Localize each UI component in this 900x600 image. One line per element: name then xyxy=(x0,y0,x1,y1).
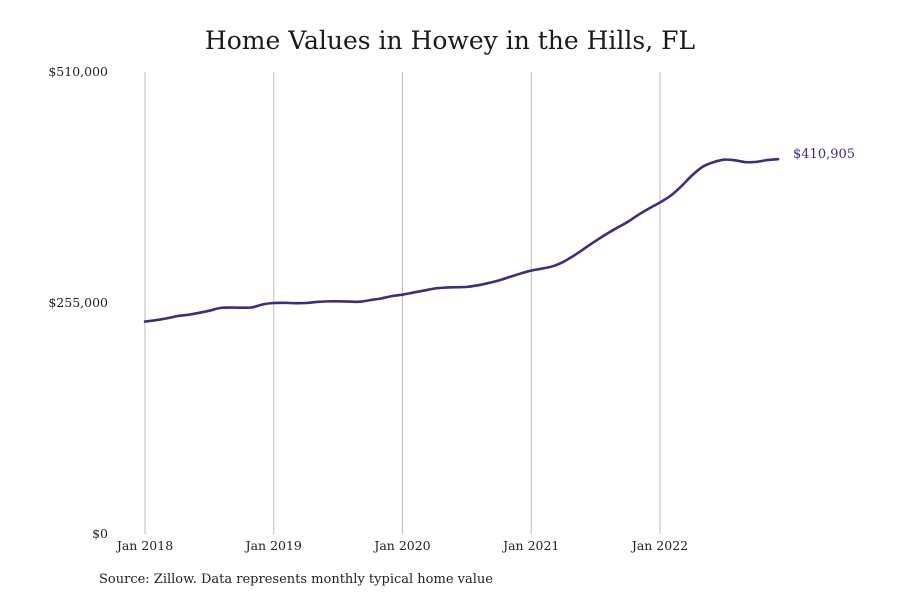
x-tick-label: Jan 2020 xyxy=(372,538,430,553)
y-tick-label: $510,000 xyxy=(48,64,108,79)
x-tick-label: Jan 2022 xyxy=(630,538,688,553)
x-tick-label: Jan 2021 xyxy=(501,538,559,553)
grid-lines xyxy=(144,72,661,534)
y-axis-labels: $0 $255,000 $510,000 xyxy=(48,64,108,541)
x-axis-labels: Jan 2018 Jan 2019 Jan 2020 Jan 2021 Jan 2022 xyxy=(115,538,688,553)
chart-title: Home Values in Howey in the Hills, FL xyxy=(204,26,696,55)
source-note: Source: Zillow. Data represents monthly … xyxy=(99,572,493,587)
y-tick-label: $0 xyxy=(92,526,108,541)
y-tick-label: $255,000 xyxy=(48,295,108,310)
x-tick-label: Jan 2019 xyxy=(244,538,302,553)
end-value-label: $410,905 xyxy=(793,147,855,162)
x-tick-label: Jan 2018 xyxy=(115,538,173,553)
series-line xyxy=(143,157,780,323)
